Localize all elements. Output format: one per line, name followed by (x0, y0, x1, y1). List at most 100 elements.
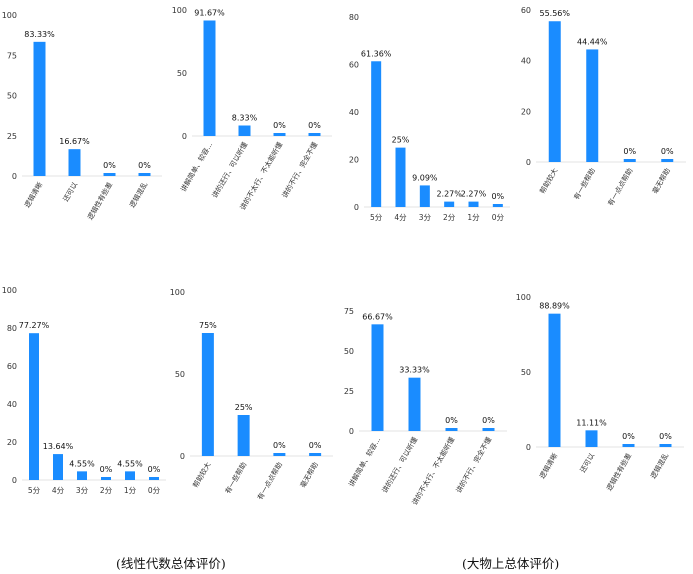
data-label: 0% (623, 147, 636, 156)
x-tick-label: 逻辑清晰 (22, 181, 44, 210)
data-label: 66.67% (362, 312, 393, 321)
x-tick-label: 毫无帮助 (650, 167, 672, 196)
y-tick-label: 0 (354, 203, 359, 212)
chart-panel: 0 20 40 60 55.56% 帮助较大 44.44% 有一些帮助 0% 有一点点帮助 0% 毫无… (516, 2, 686, 222)
y-tick-label: 0 (12, 172, 17, 181)
y-tick-label: 0 (526, 443, 531, 452)
x-tick-label: 有一些帮助 (572, 167, 597, 202)
bar (492, 204, 503, 207)
y-tick-label: 20 (521, 107, 531, 116)
bar (273, 453, 286, 456)
bar (659, 444, 672, 447)
chart-panel: 0 25 50 75 100 83.33% 逻辑清晰 16.67% 还可以 0% 逻辑性有些差 0% 逻… (0, 5, 163, 225)
data-label: 55.56% (539, 9, 570, 18)
bar (68, 149, 81, 176)
data-label: 9.09% (412, 173, 438, 182)
chart-svg: 0 50 100 91.67% 讲解简单、较容... 8.33% 讲的还行、可以听懂 0% 讲的… (172, 6, 332, 212)
bar (203, 20, 216, 136)
data-label: 11.11% (576, 418, 607, 427)
data-label: 13.64% (43, 442, 74, 451)
y-tick-label: 60 (349, 61, 359, 70)
data-label: 25% (235, 403, 253, 412)
y-tick-label: 75 (344, 307, 354, 316)
bar (309, 453, 322, 456)
data-label: 16.67% (59, 137, 90, 146)
bar (548, 21, 561, 162)
y-tick-label: 60 (521, 6, 531, 15)
x-tick-label: 4分 (394, 213, 407, 222)
chart-panel: 0 50 100 91.67% 讲解简单、较容... 8.33% 讲的还行、可以听懂 0% 讲的… (172, 2, 332, 222)
y-tick-label: 100 (172, 6, 187, 15)
y-tick-label: 100 (2, 286, 17, 295)
bar (77, 471, 87, 480)
chart-panel: 0 50 100 88.89% 逻辑清晰 11.11% 还可以 0% 逻辑性有些差 0% 逻辑混乱 (514, 285, 684, 510)
data-label: 83.33% (24, 30, 55, 39)
data-label: 0% (309, 441, 322, 450)
data-label: 61.36% (361, 49, 392, 58)
y-tick-label: 50 (521, 368, 531, 377)
data-label: 0% (148, 465, 161, 474)
bar (468, 201, 479, 207)
data-label: 0% (482, 416, 495, 425)
chart-panel: 0 50 100 75% 帮助较大 25% 有一些帮助 0% 有一点点帮助 0% 毫无帮助 (170, 283, 333, 523)
y-tick-label: 75 (7, 51, 17, 60)
bar (149, 477, 159, 480)
x-tick-label: 逻辑性有些差 (604, 452, 633, 493)
data-label: 2.27% (461, 190, 487, 199)
y-tick-label: 50 (175, 370, 185, 379)
data-label: 44.44% (577, 37, 608, 46)
x-tick-label: 毫无帮助 (298, 461, 320, 490)
bar (53, 454, 63, 480)
x-tick-label: 讲的还行、可以听懂 (210, 141, 249, 200)
y-tick-label: 50 (7, 92, 17, 101)
y-tick-label: 50 (177, 69, 187, 78)
data-label: 0% (622, 432, 635, 441)
chart-svg: 0 50 100 88.89% 逻辑清晰 11.11% 还可以 0% 逻辑性有些差 0% 逻辑混乱 (516, 293, 684, 493)
y-tick-label: 25 (7, 132, 17, 141)
x-tick-label: 讲的不行、完全不懂 (454, 436, 493, 495)
x-tick-label: 5分 (28, 486, 41, 495)
x-tick-label: 讲的不太行、不太能听懂 (410, 436, 456, 507)
data-label: 4.55% (69, 459, 95, 468)
y-tick-label: 25 (344, 387, 354, 396)
chart-svg: 0 20 40 60 80 61.36% 5分 25% 4分 9.09% 3分 2.27% 2分 2.27… (349, 13, 510, 222)
bar (201, 333, 214, 456)
x-tick-label: 3分 (76, 486, 89, 495)
y-tick-label: 40 (349, 108, 359, 117)
x-tick-label: 5分 (370, 213, 383, 222)
x-tick-label: 帮助较大 (191, 461, 213, 490)
x-tick-label: 讲解简单、较容... (179, 141, 215, 194)
x-tick-label: 有一点点帮助 (606, 167, 635, 208)
data-label: 0% (491, 192, 504, 201)
bar (125, 471, 135, 480)
bar (237, 415, 250, 456)
data-label: 0% (661, 147, 674, 156)
bar (371, 324, 384, 431)
data-label: 25% (392, 136, 410, 145)
x-tick-label: 1分 (467, 213, 480, 222)
bar (661, 159, 674, 162)
x-tick-label: 还可以 (62, 181, 79, 203)
bar (482, 428, 495, 431)
chart-svg: 0 25 50 75 100 83.33% 逻辑清晰 16.67% 还可以 0% 逻辑性有些差 0% 逻… (2, 11, 162, 221)
chart-panel: 0 25 50 75 66.67% 讲解简单、较容... 33.33% 讲的还行、可以听懂 0%… (337, 298, 507, 523)
data-label: 0% (103, 161, 116, 170)
bar (101, 477, 111, 480)
y-tick-label: 100 (170, 288, 185, 297)
data-label: 33.33% (399, 366, 430, 375)
bar (138, 173, 151, 176)
x-tick-label: 讲的还行、可以听懂 (380, 436, 419, 495)
bar (622, 444, 635, 447)
bar (273, 133, 286, 136)
y-tick-label: 40 (521, 57, 531, 66)
x-tick-label: 帮助较大 (538, 167, 560, 196)
data-label: 0% (273, 441, 286, 450)
bar (419, 185, 430, 207)
bar (395, 147, 406, 207)
data-label: 0% (100, 465, 113, 474)
data-label: 0% (445, 416, 458, 425)
y-tick-label: 0 (12, 476, 17, 485)
y-tick-label: 0 (182, 132, 187, 141)
x-tick-label: 逻辑清晰 (537, 452, 559, 481)
y-tick-label: 80 (349, 13, 359, 22)
